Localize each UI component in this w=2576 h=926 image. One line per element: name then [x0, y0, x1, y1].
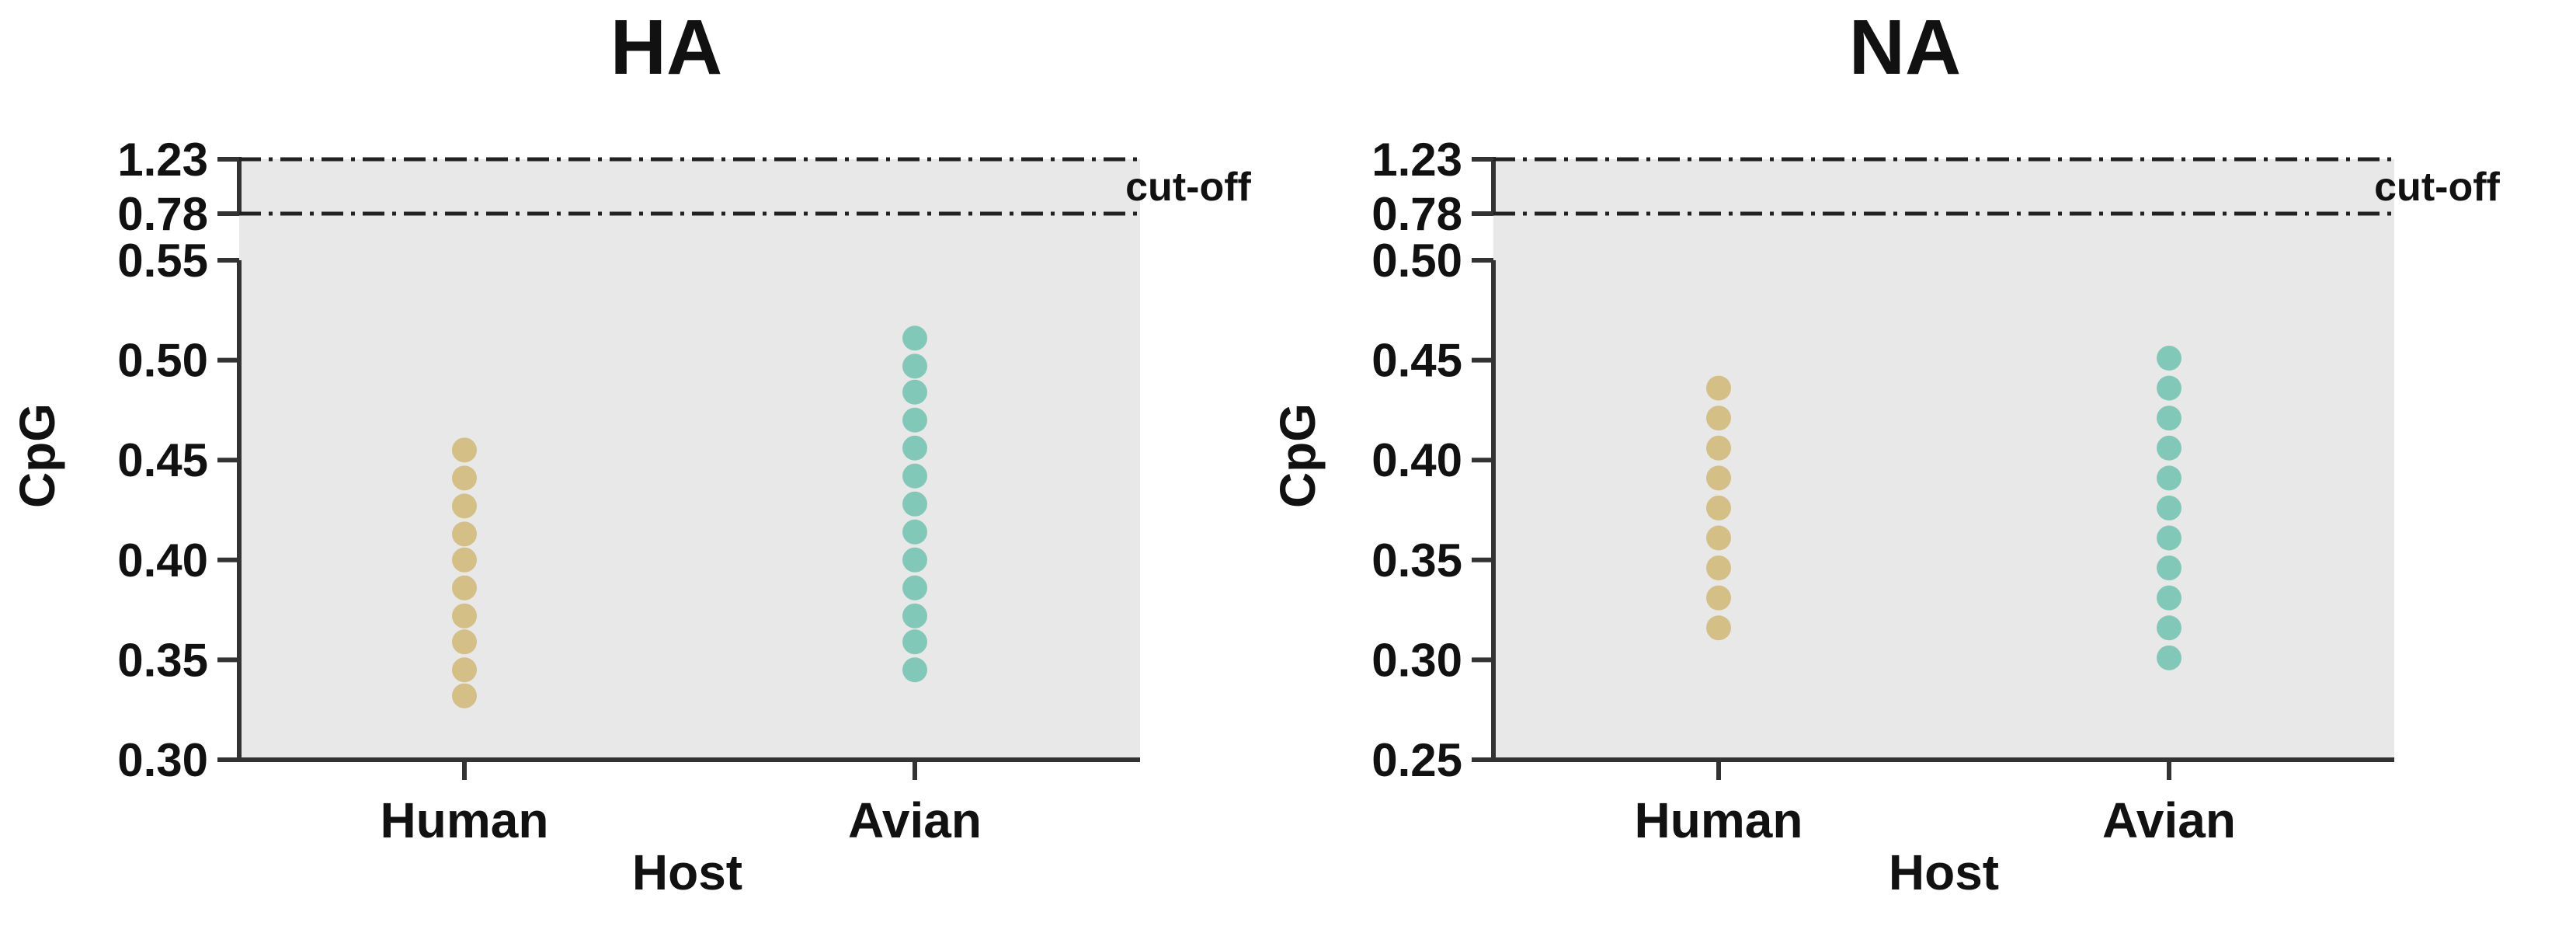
data-point-avian — [902, 629, 927, 655]
data-point-avian — [902, 657, 927, 683]
data-point-avian — [902, 353, 927, 379]
x-tick-label: Human — [1635, 792, 1803, 848]
y-tick-label-cutoff: 1.23 — [1371, 134, 1462, 186]
x-tick-label: Avian — [848, 792, 982, 848]
y-tick-label: 0.55 — [117, 235, 208, 287]
data-point-avian — [2157, 346, 2181, 371]
y-tick-label: 0.30 — [117, 734, 208, 786]
data-point-avian — [2157, 406, 2181, 431]
y-tick-label: 0.40 — [1371, 434, 1462, 486]
y-tick-label-cutoff: 0.78 — [117, 188, 208, 240]
chart-panel-ha: HA 0.30 0.35 0.40 0.45 0.50 0.550.781.23 cut-of… — [9, 4, 1252, 900]
data-point-avian — [902, 547, 927, 573]
plot-area — [239, 159, 1140, 760]
x-axis-label: Host — [632, 844, 742, 900]
data-point-human — [452, 493, 477, 519]
y-tick-label: 0.25 — [1371, 734, 1462, 786]
plot-area — [1493, 159, 2394, 760]
data-point-human — [1706, 406, 1731, 431]
y-tick-label: 0.45 — [117, 434, 208, 486]
y-tick-label: 0.50 — [1371, 235, 1462, 287]
data-point-avian — [902, 325, 927, 351]
x-tick-label: Human — [381, 792, 549, 848]
data-point-avian — [2157, 375, 2181, 401]
chart-panel-na: NA 0.25 0.30 0.35 0.40 0.45 0.500.781.23 cut-of… — [1270, 4, 2501, 900]
data-point-avian — [2157, 615, 2181, 641]
data-point-human — [452, 521, 477, 547]
x-tick-label: Avian — [2102, 792, 2236, 848]
data-point-avian — [2157, 645, 2181, 670]
data-point-human — [452, 465, 477, 491]
y-tick-label: 0.35 — [117, 634, 208, 686]
cutoff-label: cut-off — [2374, 165, 2500, 210]
y-axis-label: CpG — [1270, 403, 1326, 508]
data-point-human — [1706, 435, 1731, 461]
data-point-human — [452, 657, 477, 683]
data-point-avian — [2157, 465, 2181, 491]
data-point-avian — [902, 435, 927, 461]
y-tick-label: 0.30 — [1371, 634, 1462, 686]
y-tick-label: 0.40 — [117, 534, 208, 587]
data-point-human — [1706, 495, 1731, 520]
data-point-human — [1706, 585, 1731, 611]
data-point-avian — [2157, 585, 2181, 611]
data-point-human — [452, 575, 477, 601]
y-tick-label-cutoff: 0.78 — [1371, 188, 1462, 240]
chart-title: NA — [1849, 4, 1961, 91]
data-point-human — [452, 629, 477, 655]
data-point-human — [1706, 465, 1731, 491]
y-tick-label: 0.45 — [1371, 335, 1462, 387]
x-axis-label: Host — [1889, 844, 1999, 900]
data-point-avian — [902, 379, 927, 405]
data-point-human — [1706, 555, 1731, 581]
y-tick-label: 0.35 — [1371, 534, 1462, 587]
data-point-avian — [902, 575, 927, 601]
data-point-human — [452, 437, 477, 463]
data-point-avian — [902, 603, 927, 628]
data-point-human — [1706, 615, 1731, 641]
data-point-human — [452, 603, 477, 628]
data-point-avian — [2157, 495, 2181, 520]
data-point-avian — [2157, 555, 2181, 581]
data-point-avian — [902, 407, 927, 433]
data-point-human — [1706, 525, 1731, 551]
y-tick-label-cutoff: 1.23 — [117, 134, 208, 186]
data-point-human — [452, 547, 477, 573]
y-axis-label: CpG — [9, 403, 65, 508]
data-point-avian — [902, 491, 927, 517]
chart-title: HA — [610, 4, 722, 91]
data-point-human — [452, 683, 477, 708]
data-point-avian — [2157, 435, 2181, 461]
data-point-avian — [902, 463, 927, 489]
data-point-avian — [902, 519, 927, 545]
data-point-human — [1706, 375, 1731, 401]
y-tick-label: 0.50 — [117, 335, 208, 387]
cutoff-label: cut-off — [1125, 165, 1251, 210]
data-point-avian — [2157, 525, 2181, 551]
